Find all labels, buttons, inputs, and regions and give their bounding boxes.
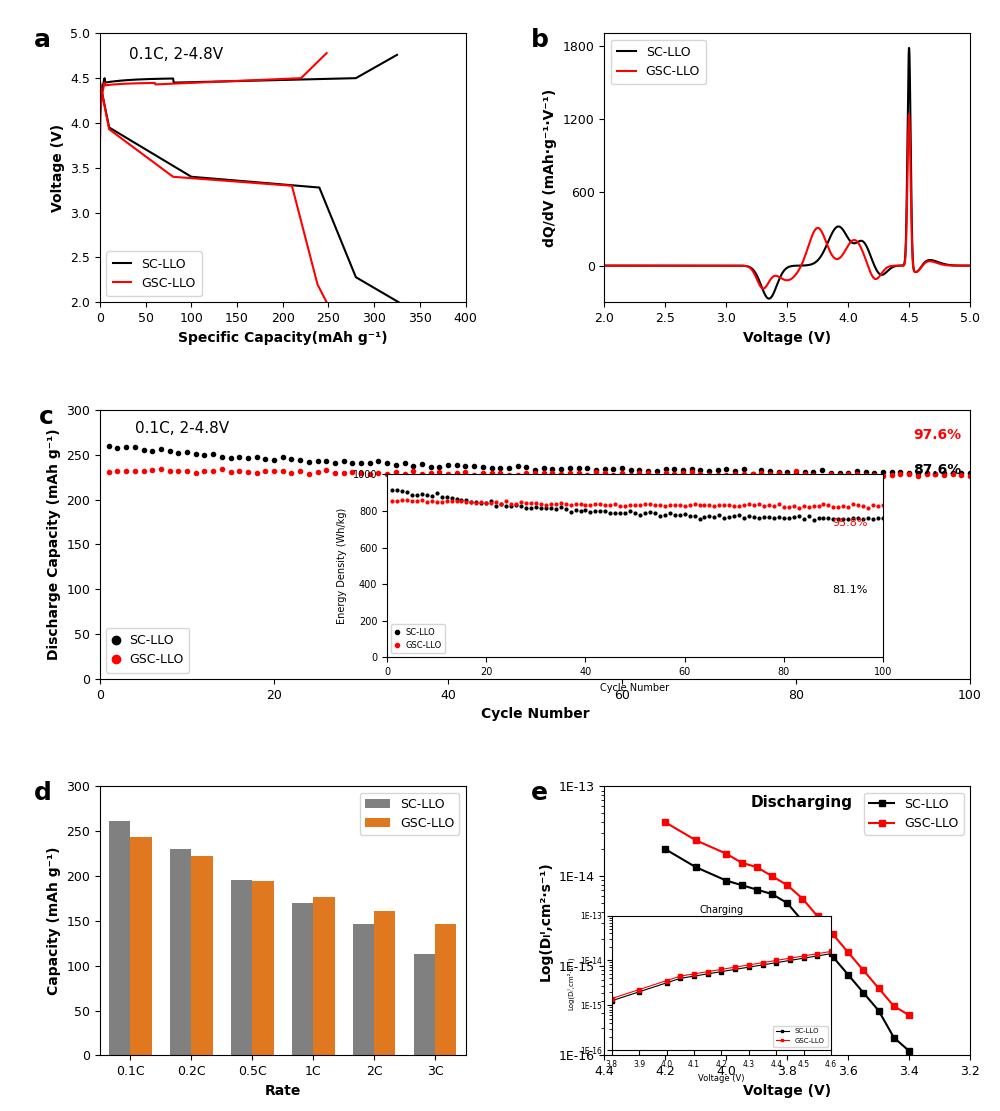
Bar	[292, 903, 313, 1055]
Text: c: c	[39, 404, 54, 429]
Legend: SC-LLO, GSC-LLO: SC-LLO, GSC-LLO	[864, 793, 964, 835]
Y-axis label: Log(Dₗᴵ,cm²·s⁻¹): Log(Dₗᴵ,cm²·s⁻¹)	[539, 861, 553, 981]
Y-axis label: Capacity (mAh g⁻¹): Capacity (mAh g⁻¹)	[47, 847, 61, 995]
Bar	[313, 897, 335, 1055]
Bar	[130, 837, 152, 1055]
Legend: SC-LLO, GSC-LLO: SC-LLO, GSC-LLO	[106, 251, 202, 296]
Text: 0.1C, 2-4.8V: 0.1C, 2-4.8V	[135, 421, 229, 436]
Text: 87.6%: 87.6%	[913, 463, 961, 478]
X-axis label: Voltage (V): Voltage (V)	[743, 331, 831, 344]
Bar	[231, 880, 252, 1055]
Text: d: d	[34, 781, 52, 805]
Y-axis label: dQ/dV (mAh·g⁻¹·V⁻¹): dQ/dV (mAh·g⁻¹·V⁻¹)	[543, 89, 557, 247]
X-axis label: Cycle Number: Cycle Number	[481, 708, 589, 721]
Bar	[414, 954, 435, 1055]
X-axis label: Rate: Rate	[265, 1083, 301, 1098]
Bar	[109, 821, 130, 1055]
Bar	[191, 857, 213, 1055]
Bar	[252, 881, 274, 1055]
Bar	[435, 923, 456, 1055]
Bar	[374, 911, 395, 1055]
Text: a: a	[34, 28, 51, 52]
X-axis label: Voltage (V): Voltage (V)	[743, 1083, 831, 1098]
Y-axis label: Voltage (V): Voltage (V)	[51, 123, 65, 212]
Legend: SC-LLO, GSC-LLO: SC-LLO, GSC-LLO	[611, 40, 706, 84]
Legend: SC-LLO, GSC-LLO: SC-LLO, GSC-LLO	[106, 628, 189, 672]
Y-axis label: Discharge Capacity (mAh g⁻¹): Discharge Capacity (mAh g⁻¹)	[47, 429, 61, 660]
Text: Discharging: Discharging	[751, 794, 853, 810]
Text: b: b	[531, 28, 549, 52]
Text: 97.6%: 97.6%	[913, 429, 961, 442]
Bar	[170, 849, 191, 1055]
Bar	[353, 923, 374, 1055]
Text: e: e	[531, 781, 548, 805]
Text: 0.1C, 2-4.8V: 0.1C, 2-4.8V	[129, 47, 223, 62]
X-axis label: Specific Capacity(mAh g⁻¹): Specific Capacity(mAh g⁻¹)	[178, 331, 388, 344]
Legend: SC-LLO, GSC-LLO: SC-LLO, GSC-LLO	[360, 793, 459, 835]
